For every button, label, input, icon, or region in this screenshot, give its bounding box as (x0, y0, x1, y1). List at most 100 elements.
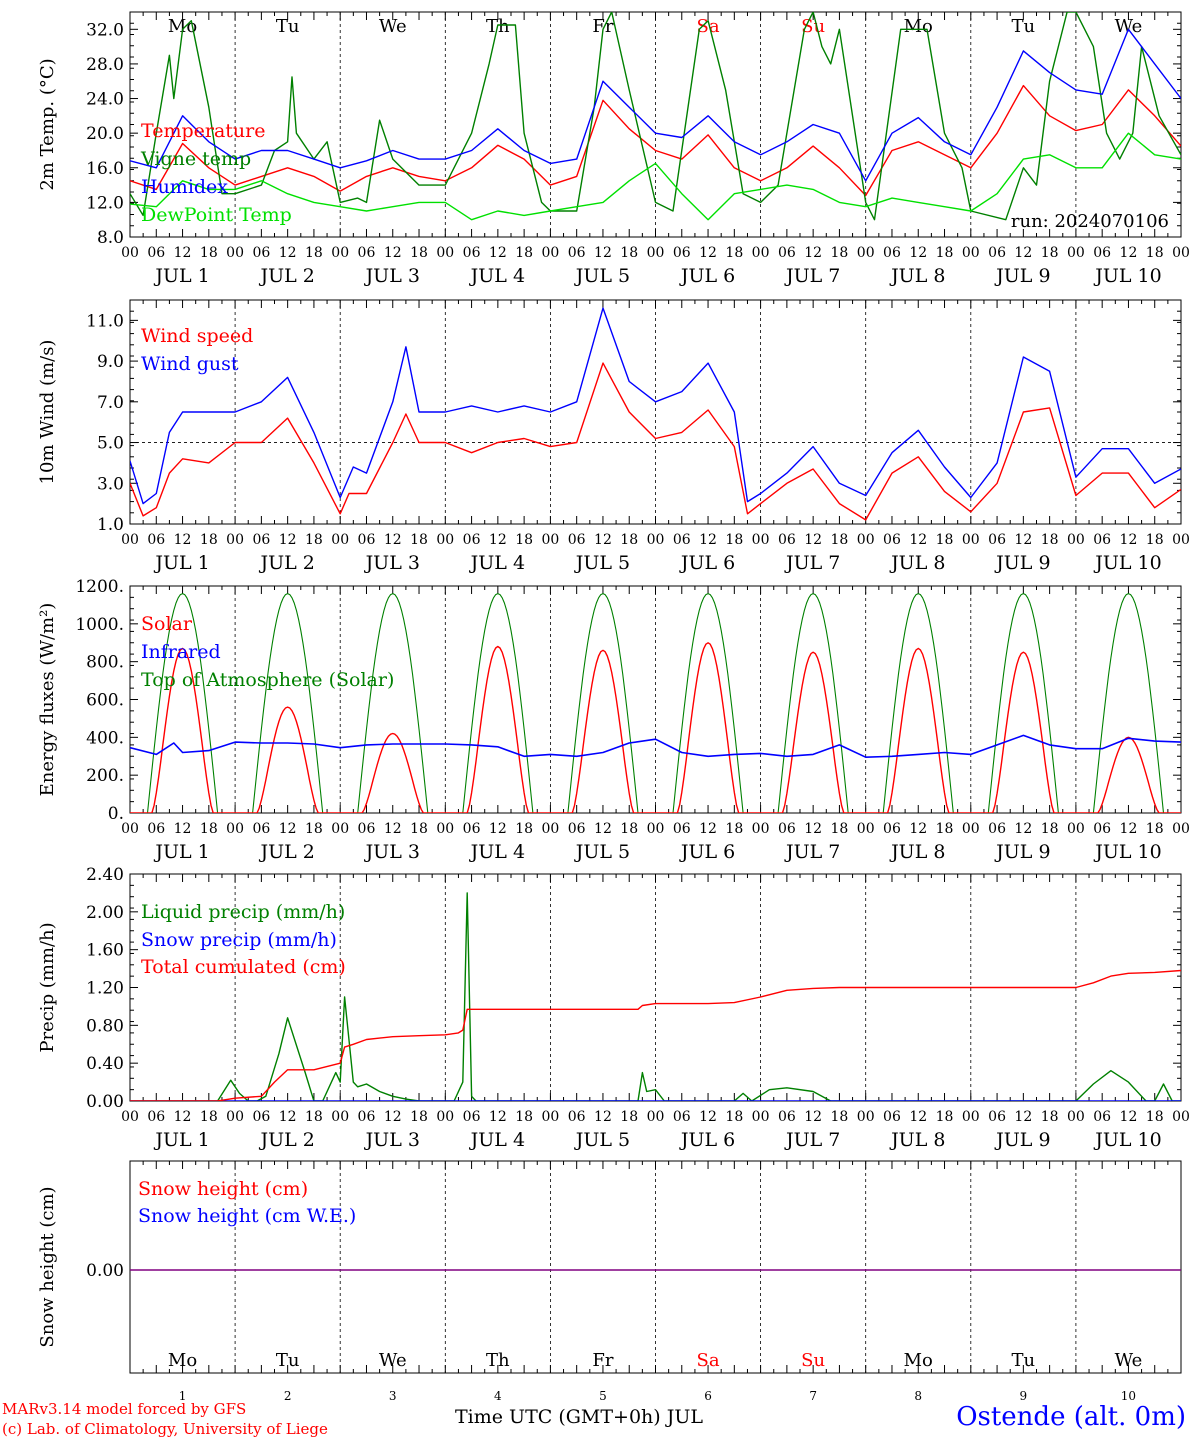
x-day-label: JUL 1 (153, 841, 209, 863)
x-hour-label: 18 (1146, 245, 1164, 261)
x-hour-label: 18 (200, 821, 218, 837)
legend-entry: DewPoint Temp (141, 204, 292, 226)
x-hour-label: 18 (831, 245, 849, 261)
legend-entry: Top of Atmosphere (Solar) (141, 669, 394, 691)
x-hour-label: 06 (252, 821, 270, 837)
x-hour-label: 00 (1067, 821, 1085, 837)
x-hour-label: 12 (699, 1109, 717, 1125)
x-day-label: JUL 1 (153, 552, 209, 574)
x-hour-label: 18 (936, 821, 954, 837)
x-hour-label: 18 (831, 821, 849, 837)
y-tick-label: 1000. (75, 615, 124, 635)
x-hour-label: 06 (883, 1109, 901, 1125)
lab-credit: (c) Lab. of Climatology, University of L… (2, 1420, 328, 1438)
x-day-label: JUL 6 (679, 841, 735, 863)
x-hour-label: 12 (804, 1109, 822, 1125)
y-tick-label: 11.0 (86, 311, 124, 331)
x-day-label: JUL 2 (258, 841, 314, 863)
x-day-label: JUL 10 (1093, 265, 1161, 287)
x-hour-label: 12 (1014, 532, 1032, 548)
legend-entry: Infrared (141, 641, 221, 663)
x-hour-label: 12 (594, 245, 612, 261)
x-hour-label: 18 (725, 1109, 743, 1125)
x-hour-label: 18 (305, 1109, 323, 1125)
day-number: 7 (809, 1389, 817, 1403)
x-hour-label: 18 (831, 532, 849, 548)
x-hour-label: 06 (568, 821, 586, 837)
day-name: We (379, 16, 407, 37)
x-hour-label: 06 (988, 1109, 1006, 1125)
x-hour-label: 12 (909, 532, 927, 548)
day-number: 6 (704, 1389, 712, 1403)
y-axis-label: Precip (mm/h) (37, 922, 58, 1052)
x-hour-label: 00 (647, 532, 665, 548)
y-tick-label: 200. (86, 766, 124, 786)
x-hour-label: 18 (620, 245, 638, 261)
day-name: Fr (592, 16, 613, 37)
x-hour-label: 18 (1146, 532, 1164, 548)
x-hour-label: 12 (489, 1109, 507, 1125)
x-day-label: JUL 9 (994, 841, 1050, 863)
x-hour-label: 00 (331, 532, 349, 548)
x-day-label: JUL 3 (364, 552, 420, 574)
legend-entry: Solar (141, 613, 193, 635)
day-name: Mo (168, 1350, 197, 1371)
x-hour-label: 12 (699, 532, 717, 548)
panel-4: 0.00 0.40 0.80 1.20 1.60 2.00 2.40 Precip (mm/h… (37, 865, 1190, 1151)
y-tick-label: 9.0 (97, 352, 124, 372)
x-hour-label: 18 (936, 245, 954, 261)
legend-entry: Liquid precip (mm/h) (141, 901, 345, 923)
x-hour-label: 12 (384, 532, 402, 548)
y-axis-label: Snow height (cm) (37, 1186, 58, 1347)
x-hour-label: 00 (226, 821, 244, 837)
x-hour-label: 18 (515, 532, 533, 548)
y-tick-label: 5.0 (97, 434, 124, 454)
series-infrared (130, 734, 1181, 758)
x-hour-label: 12 (909, 245, 927, 261)
legend-entry: Total cumulated (cm) (141, 956, 346, 978)
x-hour-label: 00 (541, 1109, 559, 1125)
y-axis-label: Energy fluxes (W/m²) (37, 603, 58, 797)
series-wind-speed (130, 362, 1181, 521)
x-hour-label: 06 (1093, 245, 1111, 261)
x-hour-label: 12 (699, 245, 717, 261)
day-number: 10 (1121, 1389, 1136, 1403)
series-humidex (130, 28, 1181, 182)
x-hour-label: 18 (200, 245, 218, 261)
x-day-label: JUL 6 (679, 265, 735, 287)
x-hour-label: 18 (936, 532, 954, 548)
x-day-label: JUL 9 (994, 265, 1050, 287)
legend-entry: Snow precip (mm/h) (141, 929, 337, 951)
day-name: We (379, 1350, 407, 1371)
x-hour-label: 06 (358, 245, 376, 261)
x-hour-label: 00 (121, 245, 139, 261)
x-hour-label: 06 (988, 532, 1006, 548)
x-day-label: JUL 10 (1093, 841, 1161, 863)
x-hour-label: 06 (1093, 821, 1111, 837)
x-hour-label: 00 (541, 821, 559, 837)
day-number: 2 (284, 1389, 292, 1403)
y-tick-label: 0. (108, 804, 124, 824)
x-hour-label: 06 (147, 245, 165, 261)
x-hour-label: 18 (725, 245, 743, 261)
x-hour-label: 00 (121, 532, 139, 548)
x-day-label: JUL 6 (679, 1129, 735, 1151)
y-tick-label: 0.40 (86, 1054, 124, 1074)
x-hour-label: 12 (1014, 821, 1032, 837)
legend-entry: Temperature (141, 120, 265, 142)
x-hour-label: 12 (1120, 821, 1138, 837)
x-day-label: JUL 6 (679, 552, 735, 574)
x-hour-label: 12 (279, 821, 297, 837)
x-hour-label: 00 (752, 1109, 770, 1125)
x-hour-label: 00 (541, 245, 559, 261)
x-day-label: JUL 8 (889, 841, 945, 863)
x-day-label: JUL 2 (258, 1129, 314, 1151)
day-number: 5 (599, 1389, 607, 1403)
x-hour-label: 00 (647, 245, 665, 261)
day-name: Tu (276, 16, 300, 37)
x-hour-label: 18 (1146, 821, 1164, 837)
x-hour-label: 00 (436, 532, 454, 548)
x-day-label: JUL 7 (784, 1129, 840, 1151)
x-day-label: JUL 7 (784, 265, 840, 287)
x-hour-label: 12 (174, 821, 192, 837)
